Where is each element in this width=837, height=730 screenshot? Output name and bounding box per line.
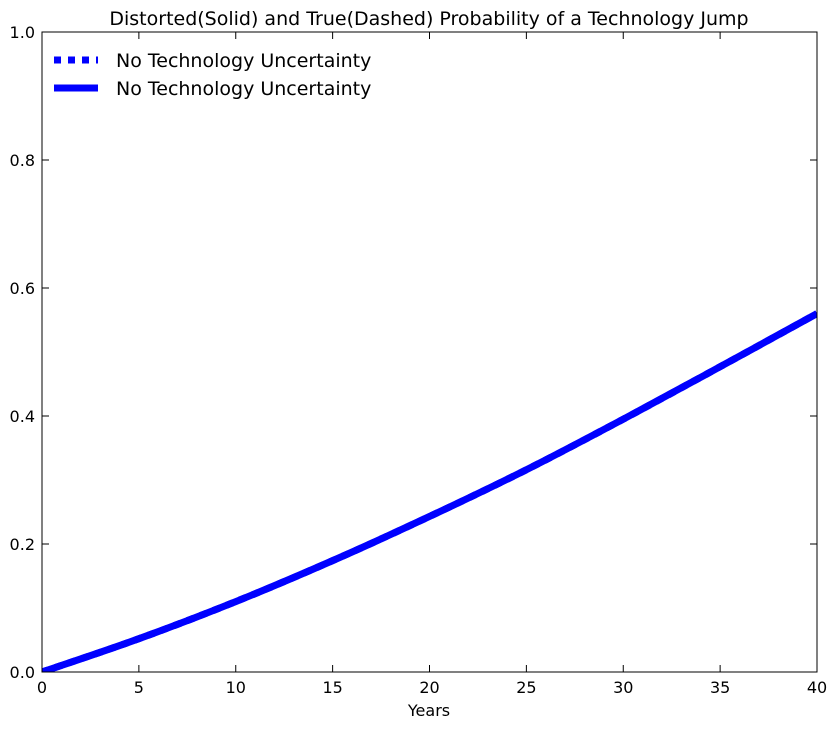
x-tick-label: 25 xyxy=(516,678,536,697)
plot-frame xyxy=(41,31,818,673)
x-tick-label: 10 xyxy=(226,678,246,697)
y-tick-label: 0.2 xyxy=(10,535,35,554)
y-tick-label: 0.0 xyxy=(10,663,35,682)
x-tick-label: 20 xyxy=(419,678,439,697)
y-tick-label: 0.6 xyxy=(10,279,35,298)
y-tick-label: 0.4 xyxy=(10,407,35,426)
axes: 0 5 10 15 20 25 30 35 40 0.0 0.2 0.4 0.6 0.8 1.0 xyxy=(10,23,828,697)
legend: No Technology Uncertainty No Technology U… xyxy=(54,50,371,100)
x-axis-label: Years xyxy=(407,701,450,720)
series-line-1-dashed xyxy=(42,310,817,672)
x-tick-label: 15 xyxy=(322,678,342,697)
legend-label-1: No Technology Uncertainty xyxy=(116,50,371,72)
x-tick-label: 5 xyxy=(134,678,144,697)
x-tick-label: 40 xyxy=(807,678,827,697)
x-tick-label: 35 xyxy=(710,678,730,697)
plot-area xyxy=(42,310,817,672)
chart-title: Distorted(Solid) and True(Dashed) Probab… xyxy=(109,8,748,30)
legend-label-2: No Technology Uncertainty xyxy=(116,78,371,100)
series-line-2-solid xyxy=(42,310,817,672)
y-tick-label: 1.0 xyxy=(10,23,35,42)
y-tick-label: 0.8 xyxy=(10,151,35,170)
x-tick-label: 30 xyxy=(613,678,633,697)
x-tick-label: 0 xyxy=(37,678,47,697)
